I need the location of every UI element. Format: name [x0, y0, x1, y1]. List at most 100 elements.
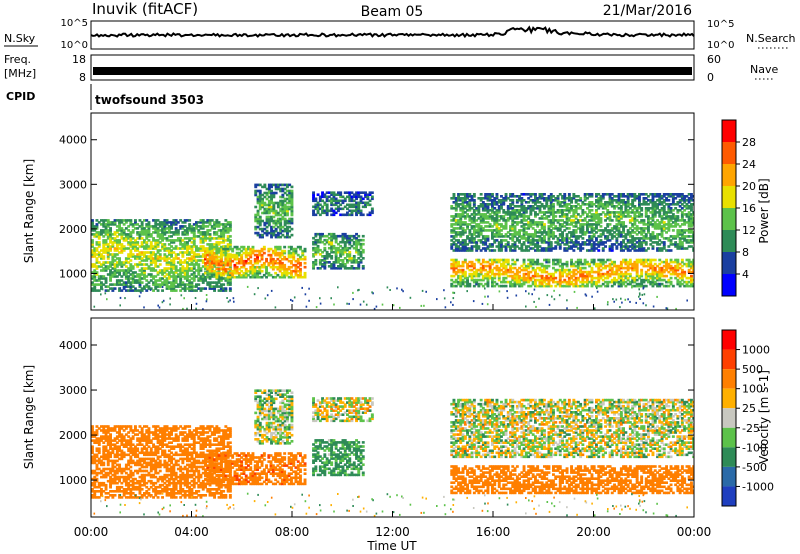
power-cell	[628, 207, 632, 210]
power-cell	[457, 264, 460, 268]
power-cell	[536, 239, 540, 242]
power-cell	[674, 264, 678, 268]
power-cell	[595, 211, 598, 214]
power-cell	[588, 274, 592, 278]
power-cell	[454, 270, 458, 274]
power-cell	[617, 207, 621, 210]
power-cell	[574, 231, 578, 234]
power-cell	[457, 268, 460, 272]
power-cell	[267, 195, 271, 199]
power-cell	[258, 235, 262, 239]
power-cell	[520, 264, 524, 268]
power-cell	[581, 211, 585, 214]
power-cell	[226, 273, 230, 276]
power-cell	[520, 219, 524, 222]
power-cell	[563, 221, 567, 224]
power-cell	[91, 287, 94, 290]
power-cell	[321, 234, 324, 238]
power-cell	[147, 245, 151, 248]
power-cell	[327, 209, 331, 213]
power-cell	[274, 275, 278, 279]
power-cell	[608, 213, 612, 216]
power-cell	[323, 195, 327, 199]
power-cell	[299, 247, 302, 251]
power-cell	[274, 213, 278, 217]
power-cell	[228, 223, 232, 226]
power-cell	[665, 280, 668, 284]
power-cell	[286, 227, 289, 231]
power-cell	[472, 262, 476, 266]
power-cell	[188, 283, 192, 286]
power-cell	[341, 201, 345, 205]
power-cell	[199, 287, 203, 290]
power-cell	[163, 253, 167, 256]
power-cell	[486, 264, 490, 268]
power-cell	[272, 205, 276, 209]
power-cell	[486, 282, 490, 286]
power-cell	[644, 260, 648, 264]
power-cell	[479, 270, 483, 274]
power-cell	[129, 241, 133, 244]
power-cell	[190, 231, 194, 234]
power-cell	[272, 201, 276, 205]
power-cell	[122, 239, 126, 242]
power-cell	[592, 217, 596, 220]
power-cell	[572, 193, 576, 196]
power-cell	[477, 205, 481, 208]
power-cell	[640, 278, 644, 282]
power-cell	[545, 211, 549, 214]
power-cell	[242, 275, 246, 279]
power-cell	[624, 245, 628, 248]
power-cell	[522, 211, 526, 214]
power-cell	[357, 265, 361, 268]
power-cell	[450, 266, 454, 270]
power-cell	[457, 245, 460, 248]
power-cell	[529, 284, 533, 288]
power-cell	[226, 255, 230, 259]
power-cell	[330, 203, 334, 207]
power-cell	[274, 235, 278, 239]
power-cell	[477, 227, 481, 230]
power-cell	[152, 247, 155, 250]
power-cell	[463, 274, 467, 278]
power-cell	[640, 270, 644, 274]
power-cell	[192, 229, 196, 232]
power-cell	[491, 205, 494, 208]
power-cell	[506, 262, 510, 266]
power-cell	[97, 261, 101, 264]
power-cell	[312, 195, 315, 199]
power-cell	[233, 253, 237, 257]
power-cell	[95, 243, 99, 246]
power-cell	[651, 282, 655, 286]
power-cell	[479, 229, 483, 232]
power-cell	[572, 284, 576, 288]
power-cell	[488, 223, 492, 226]
power-cell	[570, 282, 573, 286]
power-cell	[124, 261, 128, 264]
power-cell	[626, 231, 630, 234]
power-cell	[170, 281, 173, 284]
power-cell	[238, 275, 241, 279]
power-cell	[680, 282, 684, 286]
power-cell	[100, 257, 103, 260]
power-cell	[590, 274, 594, 278]
power-cell	[540, 270, 544, 274]
power-cell	[497, 231, 501, 234]
power-cell	[463, 199, 467, 202]
power-cell	[199, 289, 203, 292]
power-cell	[224, 251, 228, 255]
power-cell	[457, 262, 460, 266]
power-cell	[500, 272, 503, 276]
power-cell	[556, 243, 560, 246]
power-cell	[626, 266, 630, 270]
power-cell	[290, 255, 293, 259]
power-cell	[240, 275, 244, 279]
power-cell	[93, 265, 97, 268]
power-cell	[635, 219, 639, 222]
power-cell	[195, 245, 198, 248]
power-cell	[330, 193, 334, 196]
power-cell	[192, 255, 196, 258]
power-cell	[286, 205, 289, 209]
power-cell	[258, 253, 262, 257]
